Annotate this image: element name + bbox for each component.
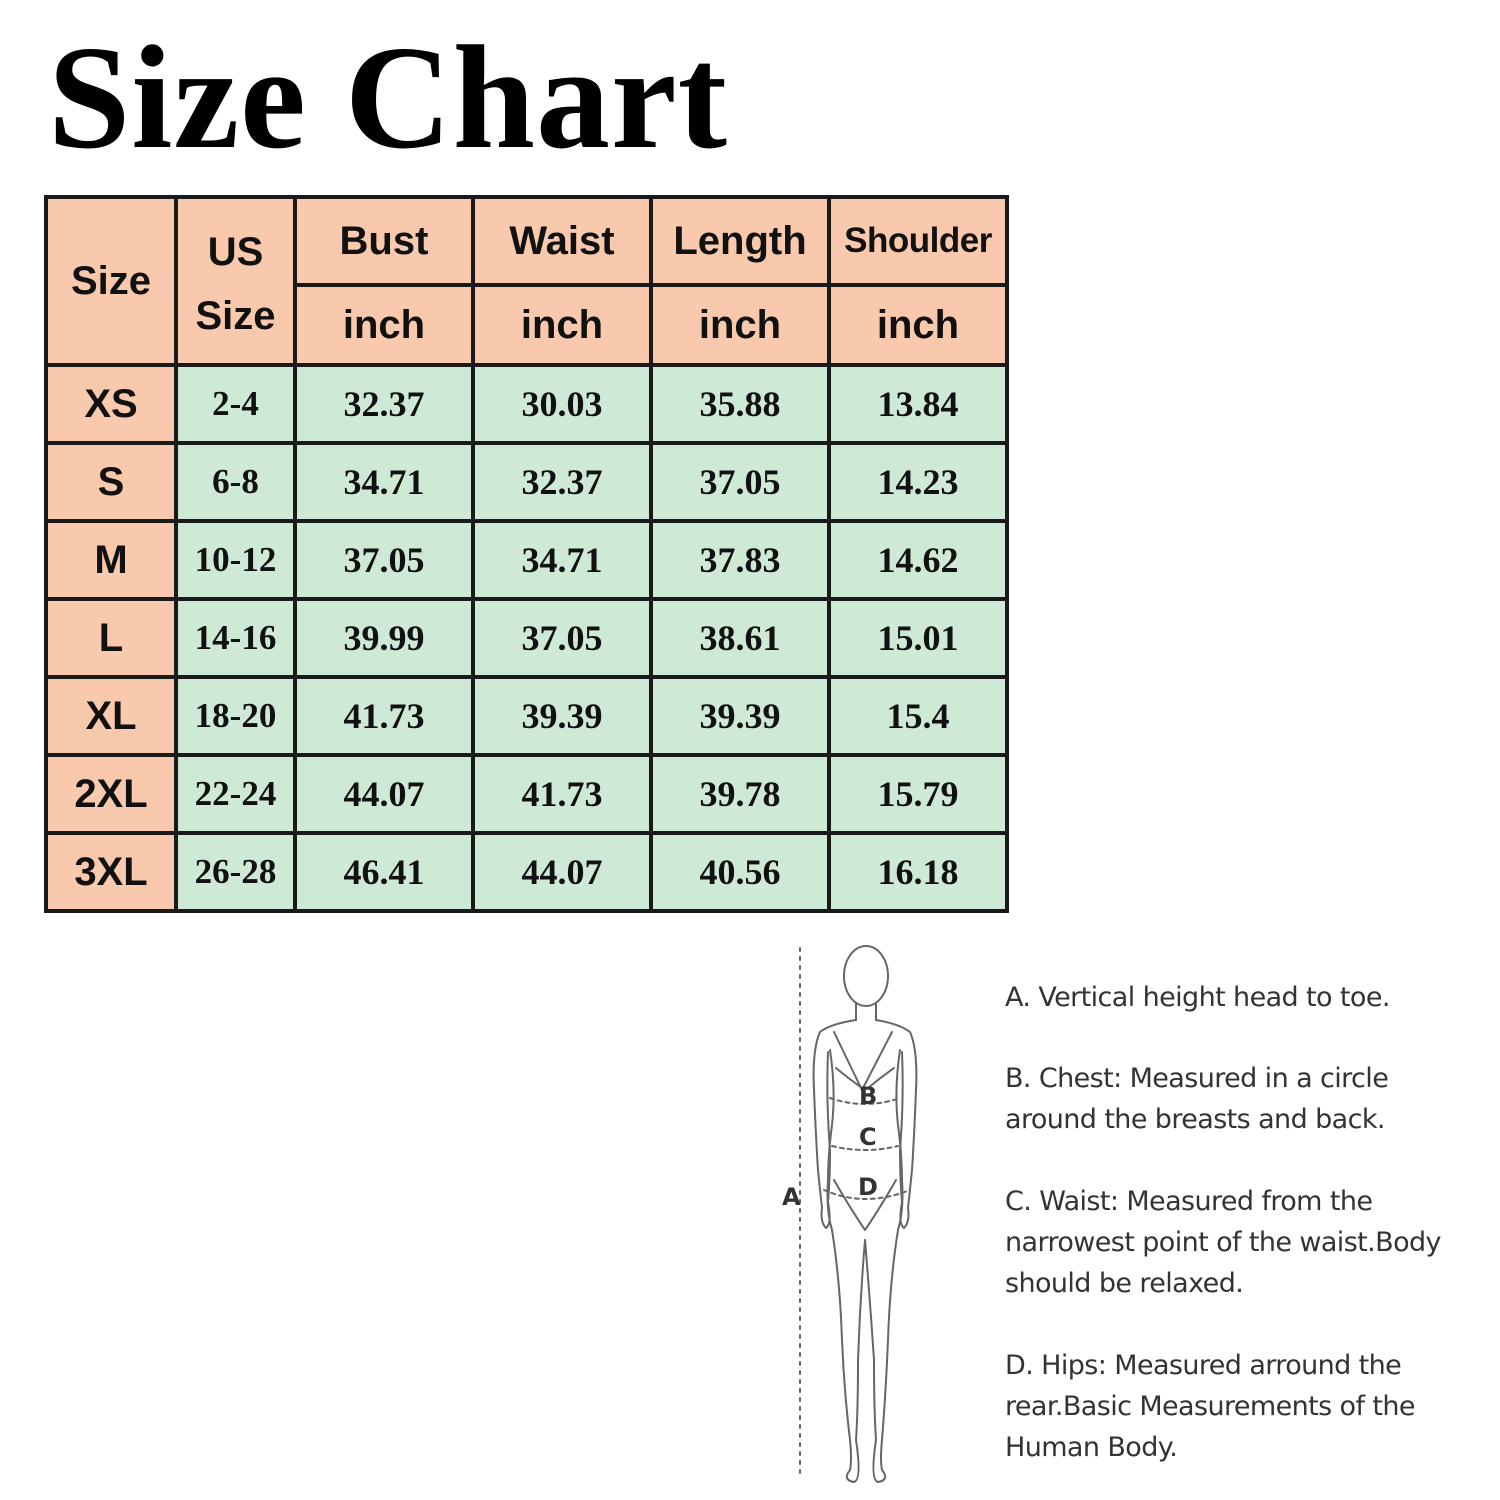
cell-size: L — [48, 601, 174, 675]
cell-waist: 32.37 — [475, 445, 649, 519]
unit-bust: inch — [297, 287, 471, 363]
cell-length: 39.78 — [653, 757, 827, 831]
head-outline — [843, 945, 889, 1007]
figure-label-d: D — [858, 1173, 878, 1201]
size-table: Size US Size Bust Waist Length Shoulder … — [44, 195, 1009, 913]
cell-bust: 44.07 — [297, 757, 471, 831]
cell-us-size: 22-24 — [178, 757, 293, 831]
cell-waist: 34.71 — [475, 523, 649, 597]
cell-shoulder: 15.79 — [831, 757, 1005, 831]
header-us-size-line1: US — [207, 230, 264, 274]
cell-shoulder: 13.84 — [831, 367, 1005, 441]
cell-shoulder: 15.4 — [831, 679, 1005, 753]
cell-bust: 37.05 — [297, 523, 471, 597]
cell-size: 3XL — [48, 835, 174, 909]
cell-shoulder: 14.62 — [831, 523, 1005, 597]
header-us-size-line2: Size — [195, 294, 276, 338]
cell-waist: 44.07 — [475, 835, 649, 909]
cell-shoulder: 15.01 — [831, 601, 1005, 675]
cell-size: M — [48, 523, 174, 597]
unit-shoulder: inch — [831, 287, 1005, 363]
cell-length: 38.61 — [653, 601, 827, 675]
header-bust: Bust — [297, 199, 471, 283]
description-b: B. Chest: Measured in a circle around th… — [1005, 1063, 1389, 1135]
figure-label-c: C — [859, 1123, 877, 1151]
header-size: Size — [48, 199, 174, 363]
cell-waist: 39.39 — [475, 679, 649, 753]
unit-length: inch — [653, 287, 827, 363]
table-row: 3XL 26-28 46.41 44.07 40.56 16.18 — [48, 835, 1005, 909]
table-row: XL 18-20 41.73 39.39 39.39 15.4 — [48, 679, 1005, 753]
figure-label-b: B — [859, 1082, 877, 1110]
header-row: Size US Size Bust Waist Length Shoulder — [48, 199, 1005, 363]
cell-length: 40.56 — [653, 835, 827, 909]
cell-bust: 41.73 — [297, 679, 471, 753]
header-waist: Waist — [475, 199, 649, 283]
header-length: Length — [653, 199, 827, 283]
cell-us-size: 10-12 — [178, 523, 293, 597]
table-row: M 10-12 37.05 34.71 37.83 14.62 — [48, 523, 1005, 597]
table-row: S 6-8 34.71 32.37 37.05 14.23 — [48, 445, 1005, 519]
cell-us-size: 14-16 — [178, 601, 293, 675]
cell-length: 39.39 — [653, 679, 827, 753]
cell-shoulder: 14.23 — [831, 445, 1005, 519]
body-measurement-figure: A B C D — [782, 945, 918, 1483]
cell-size: S — [48, 445, 174, 519]
figure-label-a: A — [782, 1183, 801, 1211]
cell-size: XS — [48, 367, 174, 441]
cell-size: 2XL — [48, 757, 174, 831]
table-row: L 14-16 39.99 37.05 38.61 15.01 — [48, 601, 1005, 675]
table-row: XS 2-4 32.37 30.03 35.88 13.84 — [48, 367, 1005, 441]
unit-row: inch inch inch inch — [48, 287, 1005, 363]
cell-length: 35.88 — [653, 367, 827, 441]
header-shoulder: Shoulder — [831, 199, 1005, 283]
cell-us-size: 6-8 — [178, 445, 293, 519]
cell-bust: 34.71 — [297, 445, 471, 519]
header-us-size: US Size — [178, 199, 293, 363]
table-row: 2XL 22-24 44.07 41.73 39.78 15.79 — [48, 757, 1005, 831]
cell-shoulder: 16.18 — [831, 835, 1005, 909]
cell-length: 37.05 — [653, 445, 827, 519]
cell-bust: 32.37 — [297, 367, 471, 441]
cell-bust: 39.99 — [297, 601, 471, 675]
page-title: Size Chart — [48, 16, 728, 180]
cell-waist: 30.03 — [475, 367, 649, 441]
cell-us-size: 18-20 — [178, 679, 293, 753]
unit-waist: inch — [475, 287, 649, 363]
description-a: A. Vertical height head to toe. — [1005, 982, 1390, 1013]
cell-waist: 41.73 — [475, 757, 649, 831]
cell-us-size: 26-28 — [178, 835, 293, 909]
cell-us-size: 2-4 — [178, 367, 293, 441]
description-c: C. Waist: Measured from the narrowest po… — [1005, 1186, 1442, 1299]
cell-size: XL — [48, 679, 174, 753]
description-d: D. Hips: Measured arround the rear.Basic… — [1005, 1350, 1415, 1463]
cell-length: 37.83 — [653, 523, 827, 597]
cell-waist: 37.05 — [475, 601, 649, 675]
cell-bust: 46.41 — [297, 835, 471, 909]
